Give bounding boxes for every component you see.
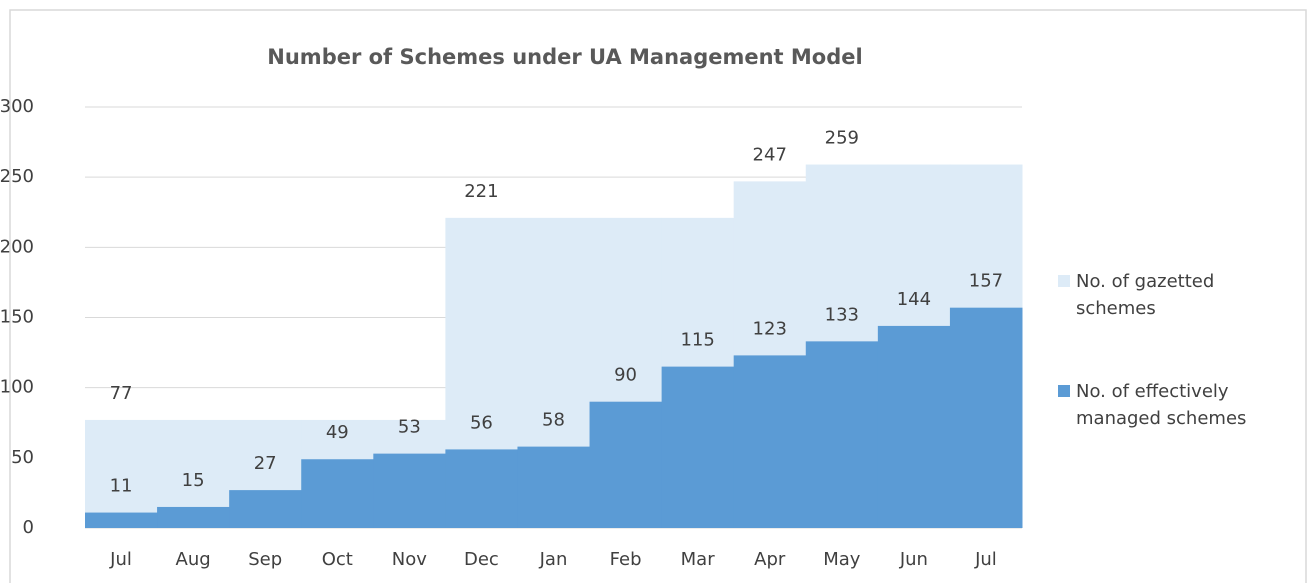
x-tick-label: Dec	[464, 549, 499, 570]
y-tick-label: 150	[0, 307, 34, 328]
legend-label: No. of gazetted schemes	[1076, 271, 1215, 319]
legend-label: No. of effectively managed schemes	[1076, 381, 1247, 429]
area-step	[877, 325, 951, 528]
data-label: 133	[825, 304, 859, 325]
data-label: 115	[680, 330, 714, 351]
data-label: 11	[110, 476, 133, 497]
x-tick-label: Jul	[974, 549, 997, 570]
area-step	[661, 366, 735, 528]
data-label: 49	[326, 422, 349, 443]
area-step	[85, 512, 158, 528]
data-label: 144	[897, 289, 931, 310]
data-label: 247	[753, 144, 787, 165]
area-step	[85, 419, 158, 528]
data-label: 53	[398, 417, 421, 438]
y-tick-label: 250	[0, 166, 34, 187]
data-label: 58	[542, 410, 565, 431]
x-tick-label: Feb	[610, 549, 642, 570]
data-label: 90	[614, 365, 637, 386]
data-label: 15	[182, 470, 205, 491]
area-step	[445, 449, 518, 528]
legend-item: No. of gazetted schemes	[1058, 268, 1258, 322]
data-label: 157	[969, 271, 1003, 292]
area-step	[517, 446, 591, 528]
legend-swatch	[1058, 275, 1070, 287]
area-step	[805, 341, 879, 528]
area-step	[229, 490, 302, 528]
y-tick-label: 50	[11, 447, 34, 468]
area-step	[733, 355, 807, 528]
data-label: 123	[753, 318, 787, 339]
x-tick-label: Sep	[248, 549, 282, 570]
y-tick-label: 100	[0, 377, 34, 398]
x-tick-label: Jan	[539, 549, 568, 570]
data-label: 77	[110, 383, 133, 404]
legend-item: No. of effectively managed schemes	[1058, 378, 1258, 432]
area-step	[589, 401, 663, 528]
y-tick-label: 300	[0, 96, 34, 117]
y-tick-label: 0	[23, 517, 34, 538]
area-step	[949, 307, 1023, 528]
area-step	[157, 506, 230, 528]
x-tick-label: Aug	[176, 549, 211, 570]
x-tick-label: Mar	[681, 549, 716, 570]
x-tick-label: Jul	[109, 549, 132, 570]
x-tick-label: Nov	[392, 549, 427, 570]
data-label: 259	[825, 128, 859, 149]
area-step	[301, 459, 374, 528]
data-label: 27	[254, 453, 277, 474]
chart-title: Number of Schemes under UA Management Mo…	[267, 45, 862, 69]
x-tick-label: May	[823, 549, 861, 570]
data-label: 56	[470, 412, 493, 433]
data-label: 221	[464, 181, 498, 202]
y-tick-label: 200	[0, 236, 34, 257]
area-step	[373, 453, 446, 528]
x-tick-label: Apr	[754, 549, 786, 570]
chart-border	[9, 9, 1307, 583]
x-tick-label: Oct	[322, 549, 353, 570]
legend-swatch	[1058, 385, 1070, 397]
x-tick-label: Jun	[899, 549, 928, 570]
